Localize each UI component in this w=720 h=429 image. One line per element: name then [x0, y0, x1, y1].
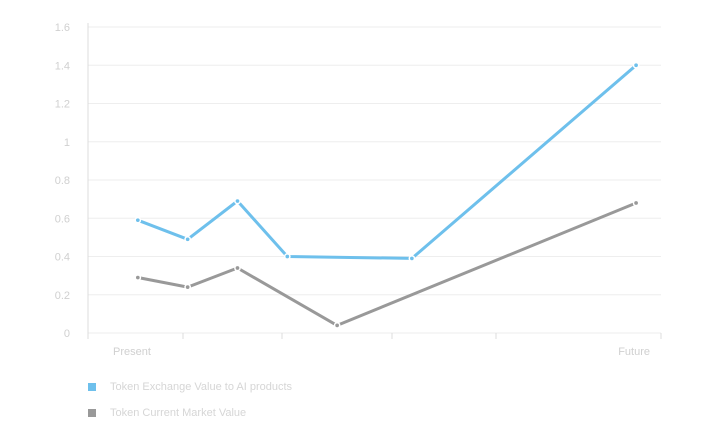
- data-point: [408, 255, 416, 262]
- data-point: [632, 199, 640, 207]
- legend-swatch: [88, 383, 96, 391]
- legend: Token Exchange Value to AI products Toke…: [88, 374, 292, 426]
- y-tick-label: 1: [64, 137, 70, 149]
- legend-item[interactable]: Token Exchange Value to AI products: [88, 374, 292, 400]
- data-point: [234, 264, 241, 272]
- y-tick-label: 1.6: [55, 22, 70, 34]
- y-tick-label: 1.4: [55, 60, 70, 72]
- y-tick-label: 0: [64, 328, 70, 340]
- y-tick-label: 0.6: [55, 213, 70, 225]
- x-tick-label: Present: [113, 346, 151, 358]
- data-point: [134, 216, 142, 224]
- y-tick-label: 1.2: [55, 99, 70, 111]
- data-point: [632, 61, 640, 69]
- y-tick-label: 0.4: [55, 252, 70, 264]
- data-point: [134, 274, 142, 281]
- data-point: [184, 235, 192, 243]
- data-point: [333, 322, 341, 329]
- legend-item[interactable]: Token Current Market Value: [88, 400, 292, 426]
- data-point: [283, 253, 291, 260]
- data-point: [184, 283, 192, 291]
- data-point: [234, 197, 241, 205]
- y-tick-label: 0.2: [55, 290, 70, 302]
- legend-label: Token Exchange Value to AI products: [110, 381, 293, 393]
- legend-swatch: [88, 409, 96, 417]
- x-tick-label: Future: [618, 346, 650, 358]
- y-tick-label: 0.8: [55, 175, 70, 187]
- legend-label: Token Current Market Value: [110, 407, 247, 419]
- series-line: [136, 63, 638, 260]
